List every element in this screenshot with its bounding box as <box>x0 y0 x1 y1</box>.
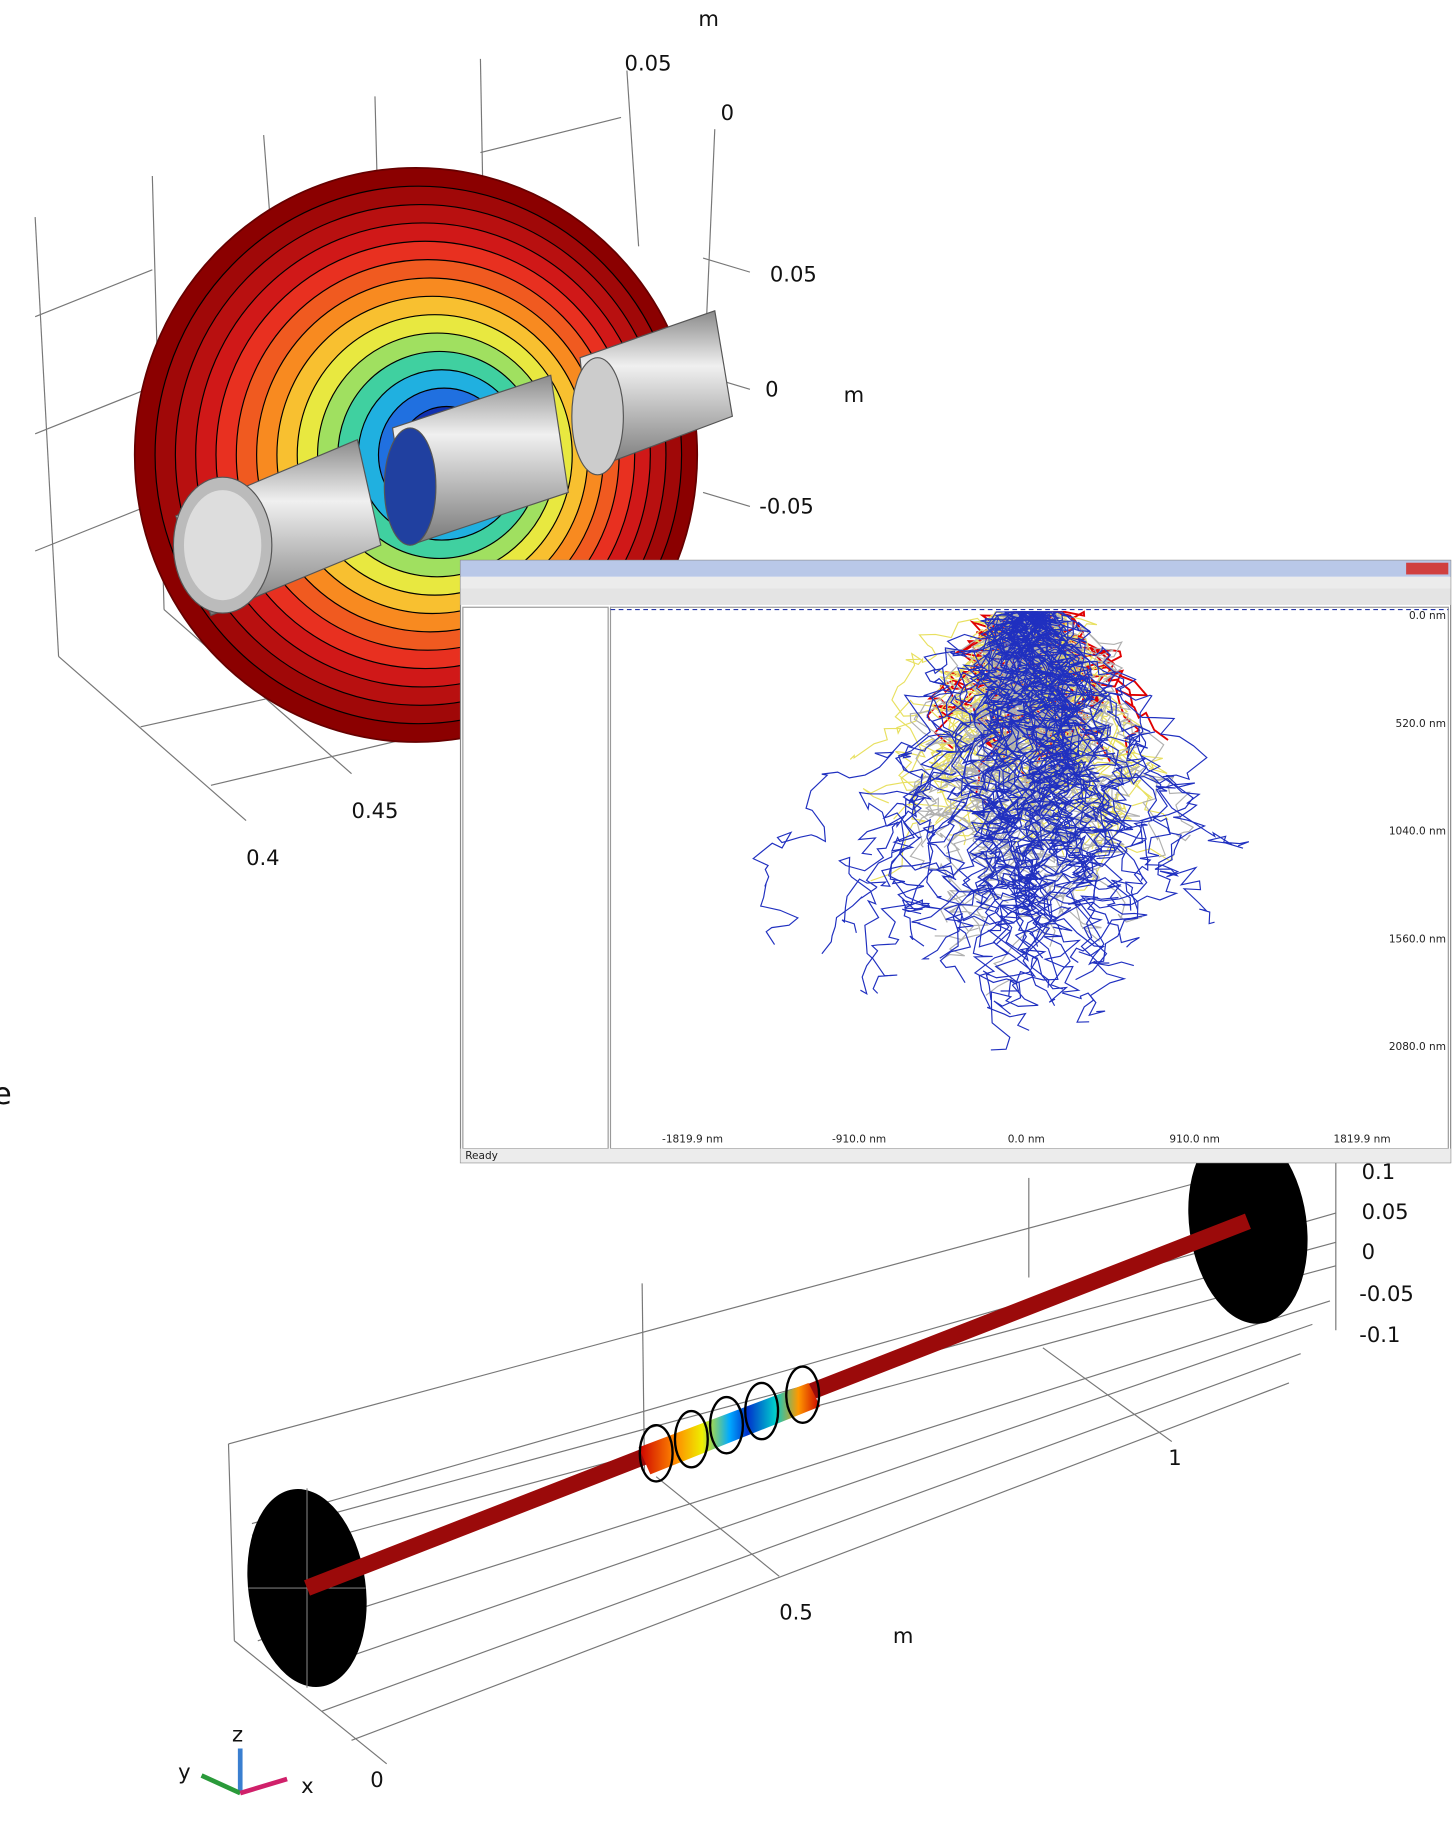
z-tick-label: 0 <box>1362 1239 1375 1264</box>
depth-label: 0.0 nm <box>1409 610 1446 622</box>
depth-label: 2080.0 nm <box>1389 1041 1446 1053</box>
tree-panel <box>463 607 608 1148</box>
width-label: 0.0 nm <box>1008 1134 1045 1146</box>
axis-label: x <box>301 1773 313 1798</box>
x-tick-label: 0.45 <box>352 798 399 823</box>
y-tick-label: -0.05 <box>759 494 814 519</box>
toolbar <box>461 589 1451 605</box>
axis-label: z <box>232 1722 243 1747</box>
z-unit: m <box>698 6 719 31</box>
bottom-grid <box>228 1118 1335 1764</box>
x-tick-label: 1 <box>1168 1445 1181 1470</box>
y-unit: m <box>844 382 865 407</box>
x-tick-label: 0.4 <box>246 845 280 870</box>
edge-text: e <box>0 1077 12 1112</box>
menu-bar <box>461 577 1451 589</box>
axis-label: y <box>178 1759 190 1784</box>
z-tick-label: 0 <box>721 100 734 125</box>
depth-label: 1040.0 nm <box>1389 826 1446 838</box>
z-tick-label: -0.1 <box>1359 1322 1400 1347</box>
width-label: -910.0 nm <box>832 1134 886 1146</box>
x-tick-label: 0.5 <box>779 1600 813 1625</box>
z-tick-label: 0.05 <box>1362 1199 1409 1224</box>
width-label: 910.0 nm <box>1169 1134 1219 1146</box>
y-tick-label: 0 <box>765 376 778 401</box>
status-bar <box>461 1149 1451 1163</box>
sim-window: Ready 0.0 nm 520.0 nm 1040.0 nm 1560.0 n… <box>461 560 1451 1162</box>
status-text: Ready <box>465 1150 498 1162</box>
axis-triad: z y x <box>178 1722 314 1799</box>
width-label: -1819.9 nm <box>662 1134 723 1146</box>
z-tick-label: 0.05 <box>625 51 672 76</box>
y-tick-label: 0.05 <box>770 261 817 286</box>
x-tick-label: 0 <box>370 1767 383 1792</box>
depth-label: 520.0 nm <box>1396 718 1446 730</box>
z-tick-label: -0.05 <box>1359 1281 1414 1306</box>
x-unit: m <box>893 1623 914 1648</box>
title-bar <box>461 560 1451 576</box>
depth-label: 1560.0 nm <box>1389 933 1446 945</box>
collage: m 0.05 0 0.05 0 m -0.05 0.45 0.4 e 0.1 0… <box>0 0 1453 1825</box>
width-label: 1819.9 nm <box>1333 1134 1390 1146</box>
close-button[interactable] <box>1406 563 1448 575</box>
